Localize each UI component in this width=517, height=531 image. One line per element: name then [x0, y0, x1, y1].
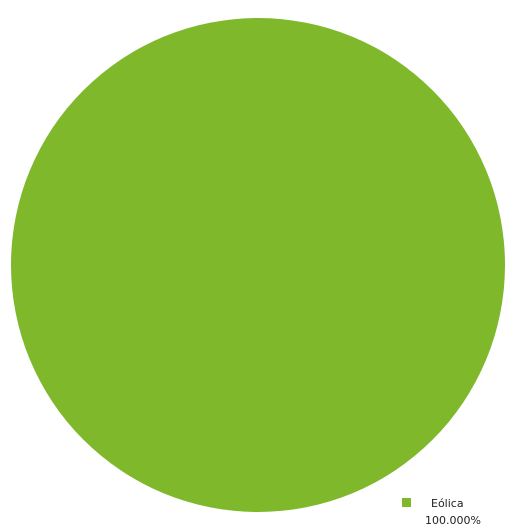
legend-swatch-eolica — [402, 498, 411, 507]
legend-label-eolica: Eólica — [431, 497, 464, 510]
pie-slices — [11, 18, 505, 512]
legend-percent-eolica: 100.000% — [425, 514, 481, 527]
pie-slice-eolica — [11, 18, 505, 512]
legend: Eólica 100.000% — [402, 497, 481, 527]
